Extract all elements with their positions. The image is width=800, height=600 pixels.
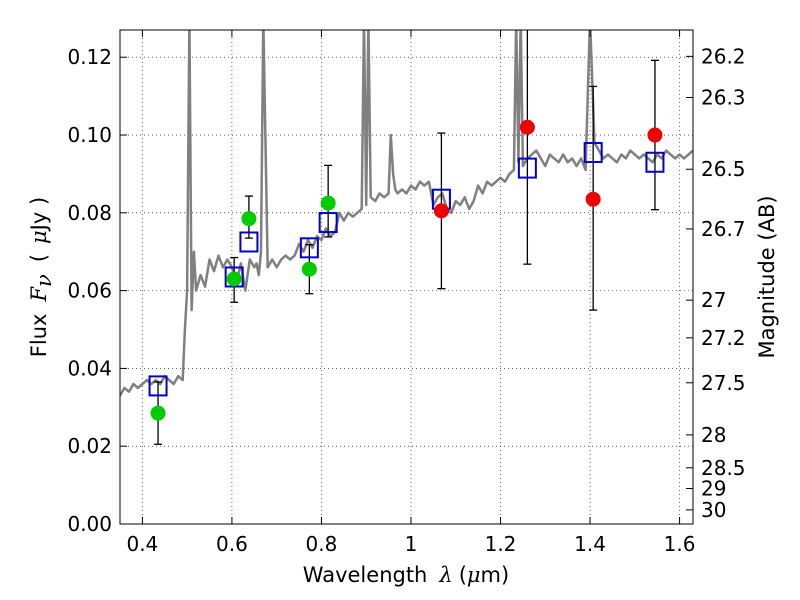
y2-tick-label: 27.5 bbox=[701, 371, 746, 395]
model-photometry-square bbox=[239, 231, 259, 253]
x-axis-label-prefix: Wavelength bbox=[303, 563, 428, 587]
y-tick-label: 0.12 bbox=[67, 45, 112, 69]
observed-flux-point bbox=[241, 211, 257, 227]
x-axis-label-unit-symbol: μ bbox=[467, 563, 481, 587]
y2-tick-label: 29 bbox=[701, 477, 726, 501]
y-axis-label-unit-close: Jy ) bbox=[27, 197, 51, 233]
y2-tick-label: 27 bbox=[701, 288, 726, 312]
x-axis-label-symbol: λ bbox=[438, 563, 452, 587]
spectrum-line bbox=[120, 30, 693, 397]
y2-tick-label: 28 bbox=[701, 423, 726, 447]
observed-flux-point bbox=[433, 203, 449, 219]
model-spectrum bbox=[120, 30, 693, 397]
observed-flux-point bbox=[585, 191, 601, 207]
x-axis-label: Wavelength λ (μm) bbox=[303, 563, 509, 587]
observed-flux-point bbox=[301, 261, 317, 277]
model-photometry-square bbox=[517, 157, 537, 179]
x-tick-label: 0.4 bbox=[126, 532, 158, 556]
y-axis-label-unit-symbol: μ bbox=[27, 230, 51, 244]
y-tick-label: 0.02 bbox=[67, 434, 112, 458]
x-tick-label: 1.2 bbox=[485, 532, 517, 556]
x-axis-label-unit-open: ( bbox=[459, 563, 467, 587]
model-photometry-square bbox=[583, 142, 603, 164]
y2-tick-label: 30 bbox=[701, 498, 726, 522]
y2-tick-label: 27.2 bbox=[701, 326, 746, 350]
observed-flux-point bbox=[150, 405, 166, 421]
x-tick-label: 0.8 bbox=[306, 532, 338, 556]
y-tick-label: 0.04 bbox=[67, 356, 112, 380]
model-photometry-square bbox=[224, 266, 244, 288]
observed-flux-point bbox=[519, 119, 535, 135]
y-tick-label: 0.00 bbox=[67, 512, 112, 536]
y-axis-label-prefix: Flux bbox=[27, 314, 51, 358]
model-photometry-square bbox=[318, 212, 338, 234]
model-photometry-square bbox=[299, 237, 319, 259]
x-axis-ticks: 0.4 0.6 0.8 1 1.2 1.4 1.6 bbox=[126, 30, 695, 556]
plot-frame bbox=[119, 29, 694, 525]
error-bars bbox=[154, 30, 659, 445]
x-tick-label: 1.6 bbox=[664, 532, 696, 556]
x-tick-label: 0.6 bbox=[216, 532, 248, 556]
model-photometry-square bbox=[645, 151, 665, 173]
y-axis-label-symbol-sub: ν bbox=[32, 274, 56, 287]
y2-tick-label: 26.2 bbox=[701, 44, 746, 68]
y2-tick-label: 26.7 bbox=[701, 217, 746, 241]
y-axis-label-unit-open: ( bbox=[27, 254, 51, 262]
y-tick-label: 0.08 bbox=[67, 201, 112, 225]
observed-flux-point bbox=[320, 195, 336, 211]
y-axis-label-symbol: F bbox=[27, 286, 51, 303]
y2-tick-label: 28.5 bbox=[701, 456, 746, 480]
y2-axis-label: Magnitude (AB) bbox=[755, 195, 779, 358]
x-axis-label-unit-close: m) bbox=[481, 563, 510, 587]
observed-flux-point bbox=[226, 271, 242, 287]
observed-flux-point bbox=[647, 127, 663, 143]
plot-data bbox=[120, 30, 693, 445]
y-tick-label: 0.06 bbox=[67, 279, 112, 303]
x-tick-label: 1 bbox=[405, 532, 418, 556]
x-tick-label: 1.4 bbox=[574, 532, 606, 556]
y2-tick-label: 26.3 bbox=[701, 85, 746, 109]
data-markers bbox=[148, 119, 665, 421]
model-photometry-square bbox=[148, 375, 168, 397]
y-tick-label: 0.10 bbox=[67, 123, 112, 147]
y-axis-label: Flux Fν ( μJy ) bbox=[27, 197, 56, 357]
y-axis-ticks: 0.00 0.02 0.04 0.06 0.08 0.10 0.12 bbox=[67, 45, 127, 536]
y2-tick-label: 26.5 bbox=[701, 157, 746, 181]
